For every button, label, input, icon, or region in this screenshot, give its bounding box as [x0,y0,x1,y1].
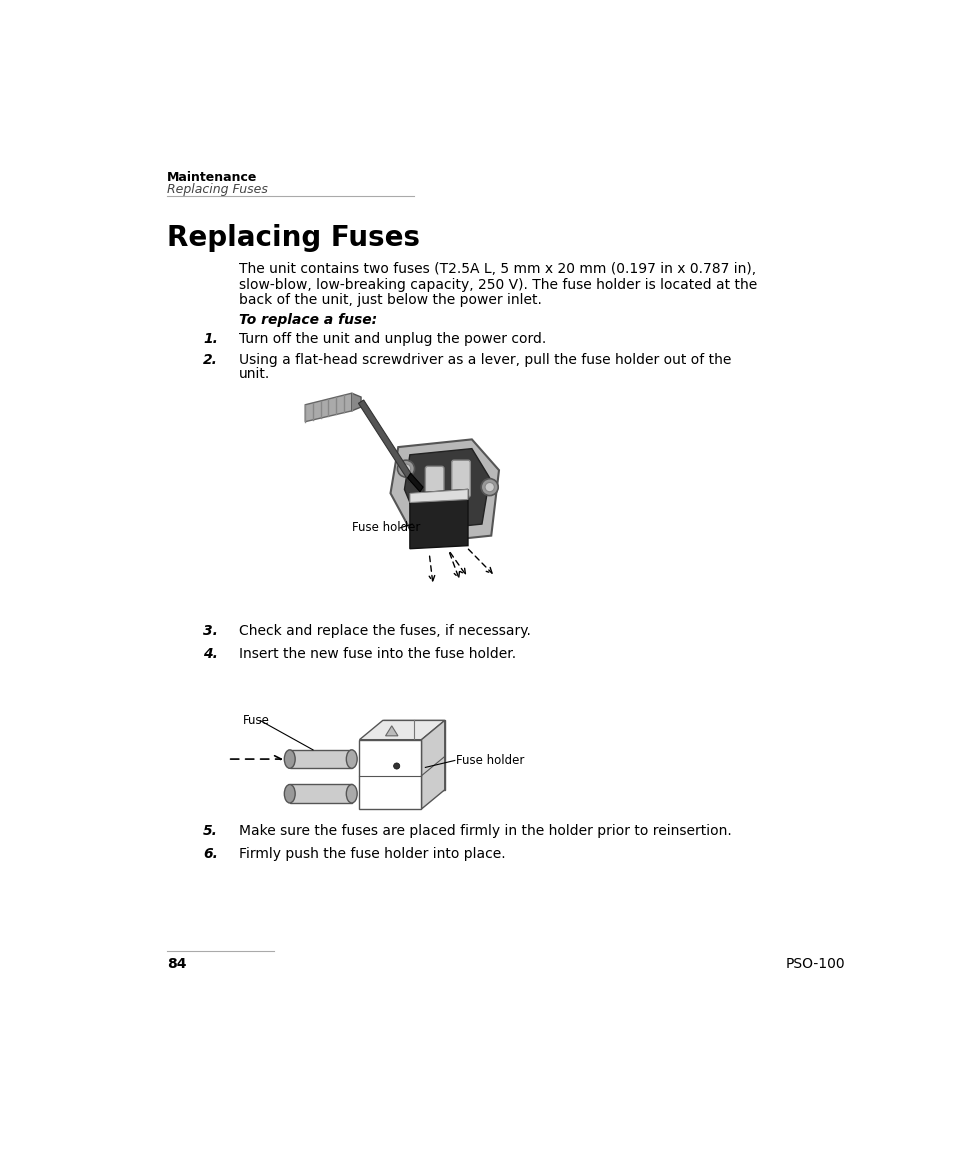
Text: Fuse holder: Fuse holder [456,755,524,767]
Ellipse shape [284,750,294,768]
Polygon shape [421,721,444,809]
Circle shape [484,482,494,491]
Circle shape [480,479,497,496]
Ellipse shape [346,785,356,803]
Text: unit.: unit. [239,367,271,381]
Polygon shape [290,785,352,803]
Polygon shape [404,449,489,530]
Text: Maintenance: Maintenance [167,172,257,184]
Text: back of the unit, just below the power inlet.: back of the unit, just below the power i… [239,293,541,307]
Circle shape [397,460,415,478]
Ellipse shape [346,750,356,768]
Polygon shape [305,393,352,422]
Polygon shape [358,400,415,482]
Circle shape [394,763,399,770]
Polygon shape [359,739,421,809]
Polygon shape [407,473,422,491]
Circle shape [401,464,410,473]
Text: Replacing Fuses: Replacing Fuses [167,224,420,252]
Text: Make sure the fuses are placed firmly in the holder prior to reinsertion.: Make sure the fuses are placed firmly in… [239,824,731,838]
Text: Fuse: Fuse [243,714,270,727]
Text: Insert the new fuse into the fuse holder.: Insert the new fuse into the fuse holder… [239,647,516,662]
Polygon shape [410,489,468,548]
Text: The unit contains two fuses (T2.5A L, 5 mm x 20 mm (0.197 in x 0.787 in),: The unit contains two fuses (T2.5A L, 5 … [239,262,756,276]
Polygon shape [410,489,468,503]
Text: Replacing Fuses: Replacing Fuses [167,183,268,196]
Text: 6.: 6. [203,847,217,861]
Text: slow-blow, low-breaking capacity, 250 V). The fuse holder is located at the: slow-blow, low-breaking capacity, 250 V)… [239,278,757,292]
Ellipse shape [284,785,294,803]
Text: PSO-100: PSO-100 [785,957,844,971]
Text: 5.: 5. [203,824,217,838]
Text: 4.: 4. [203,647,217,662]
Polygon shape [359,721,444,739]
Polygon shape [290,750,352,768]
Text: Turn off the unit and unplug the power cord.: Turn off the unit and unplug the power c… [239,331,546,345]
Polygon shape [385,726,397,736]
Text: Using a flat-head screwdriver as a lever, pull the fuse holder out of the: Using a flat-head screwdriver as a lever… [239,353,731,367]
Polygon shape [352,393,360,411]
Text: To replace a fuse:: To replace a fuse: [239,313,377,327]
Text: Firmly push the fuse holder into place.: Firmly push the fuse holder into place. [239,847,505,861]
Polygon shape [390,439,498,544]
Polygon shape [382,721,444,789]
Text: 3.: 3. [203,625,217,639]
Text: 84: 84 [167,957,187,971]
Text: Fuse holder: Fuse holder [352,522,419,534]
Text: 1.: 1. [203,331,217,345]
FancyBboxPatch shape [425,466,443,503]
Text: Check and replace the fuses, if necessary.: Check and replace the fuses, if necessar… [239,625,531,639]
FancyBboxPatch shape [452,460,470,497]
Text: 2.: 2. [203,353,217,367]
